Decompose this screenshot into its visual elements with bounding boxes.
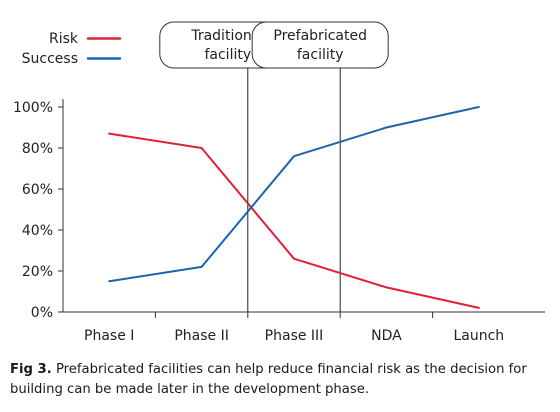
- caption-label: Fig 3.: [10, 362, 52, 377]
- caption-text: Prefabricated facilities can help reduce…: [10, 362, 527, 397]
- axes: 0% 20% 40% 60% 80% 100% Phase I Phase II Phase I…: [13, 99, 545, 344]
- line-chart: 0% 20% 40% 60% 80% 100% Phase I Phase II Phase I…: [13, 21, 545, 344]
- y-tick-label: 80%: [22, 141, 53, 157]
- phase-marker-callout: [251, 21, 389, 69]
- phase-marker-label: Traditional: [190, 28, 264, 44]
- phase-marker-label: Prefabricated: [273, 28, 367, 44]
- y-tick-label: 40%: [22, 223, 53, 239]
- series-line-risk: [108, 132, 480, 309]
- x-tick-label: Launch: [453, 328, 504, 344]
- legend-label-success: Success: [22, 51, 78, 67]
- x-tick-label: NDA: [371, 328, 402, 344]
- y-tick-label: 60%: [22, 182, 53, 198]
- y-tick-label: 20%: [22, 264, 53, 280]
- x-tick-label: Phase II: [174, 328, 229, 344]
- phase-markers: Traditional facility Prefabricated facility: [159, 21, 389, 312]
- figure-caption: Fig 3. Prefabricated facilities can help…: [10, 360, 555, 400]
- phase-marker-label: facility: [297, 47, 344, 63]
- legend-label-risk: Risk: [49, 31, 79, 47]
- series-line-success: [108, 106, 480, 283]
- series-lines: [108, 106, 480, 309]
- y-tick-label: 0%: [31, 305, 53, 321]
- phase-marker-label: facility: [204, 47, 251, 63]
- legend: Risk Success: [22, 31, 122, 67]
- x-tick-label: Phase I: [84, 328, 134, 344]
- y-tick-label: 100%: [13, 100, 53, 116]
- x-tick-label: Phase III: [265, 328, 324, 344]
